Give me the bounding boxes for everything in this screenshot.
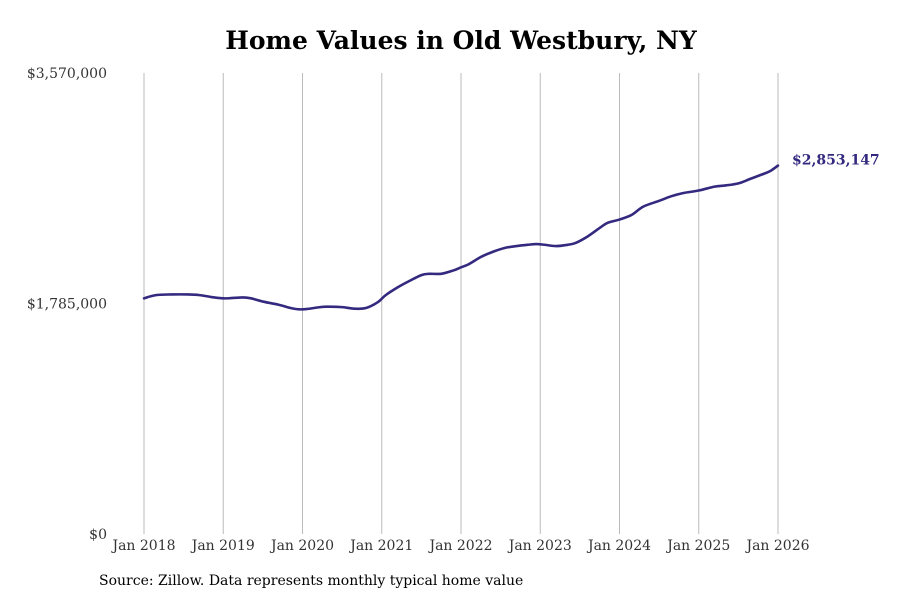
series-layer bbox=[142, 164, 780, 311]
x-tick-label: Jan 2018 bbox=[110, 538, 175, 554]
y-tick-label: $1,785,000 bbox=[27, 297, 107, 313]
y-axis-ticks: $0 $1,785,000 $3,570,000 bbox=[27, 66, 107, 543]
x-axis-ticks: Jan 2018 Jan 2019 Jan 2020 Jan 2021 Jan 2022… bbox=[110, 538, 809, 554]
source-note: Source: Zillow. Data represents monthly … bbox=[99, 573, 524, 589]
x-tick-label: Jan 2023 bbox=[507, 538, 572, 554]
x-tick-label: Jan 2022 bbox=[427, 538, 492, 554]
y-tick-label: $0 bbox=[89, 527, 107, 543]
x-tick-label: Jan 2025 bbox=[665, 538, 730, 554]
x-tick-label: Jan 2026 bbox=[744, 538, 809, 554]
x-tick-label: Jan 2019 bbox=[190, 538, 255, 554]
gridlines bbox=[143, 73, 779, 534]
series-line-0 bbox=[142, 164, 780, 311]
x-tick-label: Jan 2020 bbox=[269, 538, 334, 554]
chart-title: Home Values in Old Westbury, NY bbox=[225, 26, 697, 55]
annotations: $2,853,147 bbox=[792, 153, 880, 169]
x-tick-label: Jan 2021 bbox=[348, 538, 413, 554]
end-value-label: $2,853,147 bbox=[792, 153, 880, 169]
x-tick-label: Jan 2024 bbox=[586, 538, 651, 554]
y-tick-label: $3,570,000 bbox=[27, 66, 107, 82]
